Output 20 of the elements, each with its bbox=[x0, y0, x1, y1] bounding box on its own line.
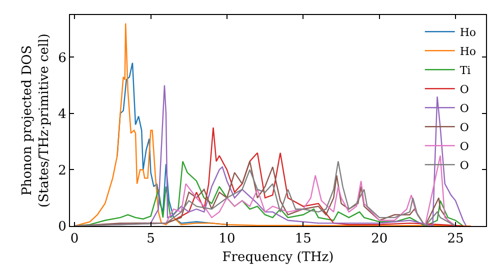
legend-label: O bbox=[460, 158, 469, 172]
x-tick-label: 15 bbox=[294, 232, 312, 247]
x-tick-label: 25 bbox=[447, 232, 464, 247]
legend-label: O bbox=[460, 120, 469, 134]
y-tick-label: 0 bbox=[58, 220, 66, 235]
legend-label: O bbox=[460, 82, 469, 96]
y-tick-label: 6 bbox=[58, 50, 66, 66]
legend-label: O bbox=[460, 140, 469, 153]
legend-label: O bbox=[460, 102, 469, 115]
legend-label: Ho bbox=[460, 44, 476, 58]
x-tick-label: 20 bbox=[371, 232, 388, 247]
x-tick-label: 10 bbox=[218, 232, 236, 247]
y-axis-title: Phonon projected DOS (States/THz·primitive cell) bbox=[20, 33, 52, 208]
y-tick-label: 2 bbox=[58, 163, 66, 178]
x-axis-title: Frequency (THz) bbox=[222, 250, 334, 266]
y-tick-label: 4 bbox=[58, 107, 66, 122]
legend-label: Ti bbox=[460, 64, 472, 77]
legend-label: Ho bbox=[460, 26, 476, 39]
x-tick-label: 5 bbox=[146, 232, 155, 247]
x-tick-label: 0 bbox=[70, 232, 79, 247]
